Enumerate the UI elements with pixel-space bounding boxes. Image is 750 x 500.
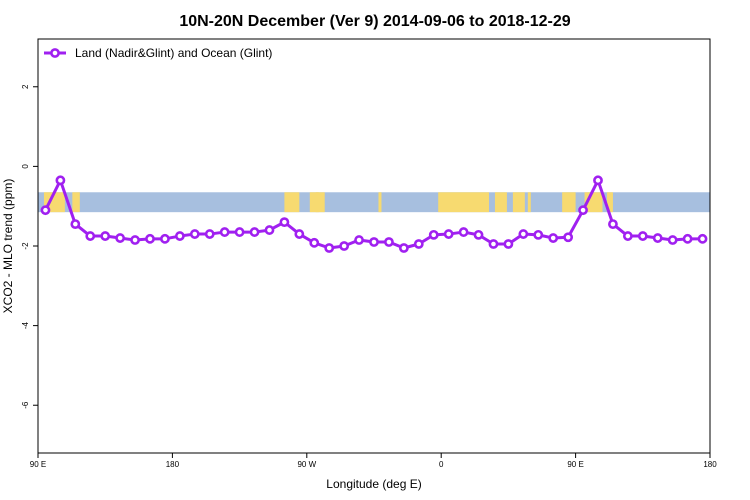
y-tick-label: 2 (21, 84, 30, 89)
x-tick-label: 0 (439, 460, 444, 469)
data-point (697, 233, 708, 244)
map-land (606, 192, 613, 213)
x-axis: 90 E 180 90 W 0 90 E 180 (30, 453, 717, 469)
data-point (533, 229, 544, 240)
x-tick-label: 90 W (297, 460, 316, 469)
y-tick-label: -6 (21, 401, 30, 409)
data-point (518, 229, 529, 239)
map-ocean (38, 192, 710, 213)
map-land (315, 192, 325, 213)
data-point (40, 205, 51, 216)
data-point (384, 237, 394, 247)
data-point (488, 239, 499, 249)
x-tick-label: 180 (703, 460, 717, 469)
data-point (339, 241, 350, 251)
map-land (562, 192, 576, 213)
y-tick-label: 0 (21, 164, 30, 169)
data-point (503, 239, 514, 249)
data-point (548, 233, 559, 243)
data-point (115, 233, 126, 243)
map-land (284, 192, 300, 213)
data-point (264, 225, 275, 235)
legend-label: Land (Nadir&Glint) and Ocean (Glint) (75, 46, 272, 60)
data-point (652, 233, 663, 243)
data-point (622, 231, 633, 241)
data-point (294, 229, 305, 239)
data-point (667, 235, 678, 245)
data-point (443, 229, 454, 239)
data-point (189, 229, 200, 239)
data-point (563, 232, 574, 243)
data-point (428, 229, 439, 240)
data-point (458, 227, 469, 237)
map-land (72, 192, 80, 213)
data-point (249, 227, 260, 237)
data-point (219, 227, 230, 237)
chart-title: 10N-20N December (Ver 9) 2014-09-06 to 2… (179, 13, 570, 30)
data-point (234, 227, 245, 237)
plot-area (40, 175, 708, 253)
x-axis-label: Longitude (deg E) (326, 477, 421, 491)
data-point (160, 233, 170, 244)
data-point (413, 239, 424, 249)
map-land (512, 192, 525, 213)
data-point (204, 229, 215, 239)
legend-marker (50, 48, 60, 58)
data-point (398, 243, 409, 253)
data-point (55, 175, 66, 186)
data-point (70, 219, 81, 230)
data-point (593, 175, 603, 186)
x-tick-label: 90 E (567, 460, 583, 469)
y-tick-label: -2 (21, 242, 30, 250)
map-land (527, 192, 531, 213)
data-point (682, 233, 693, 244)
data-point (279, 217, 290, 228)
data-point (130, 235, 140, 245)
y-axis-label: XCO2 - MLO trend (ppm) (1, 179, 15, 314)
x-tick-label: 90 E (30, 460, 46, 469)
data-point (369, 237, 379, 247)
map-land (309, 192, 319, 213)
data-point (608, 219, 618, 230)
data-point (637, 231, 648, 241)
data-point (578, 205, 588, 216)
data-point (85, 231, 96, 241)
data-point (100, 231, 111, 241)
data-point (354, 235, 364, 245)
data-point (309, 237, 320, 248)
data-point (324, 243, 335, 253)
y-axis: 2 0 -2 -4 -6 (21, 84, 38, 409)
map-land (438, 192, 489, 213)
data-point (174, 231, 185, 241)
map-land (378, 192, 382, 213)
data-point (473, 229, 484, 240)
map-land (494, 192, 507, 213)
legend: Land (Nadir&Glint) and Ocean (Glint) (44, 46, 272, 60)
data-point (145, 233, 155, 244)
y-tick-label: -4 (21, 322, 30, 330)
x-tick-label: 180 (166, 460, 180, 469)
